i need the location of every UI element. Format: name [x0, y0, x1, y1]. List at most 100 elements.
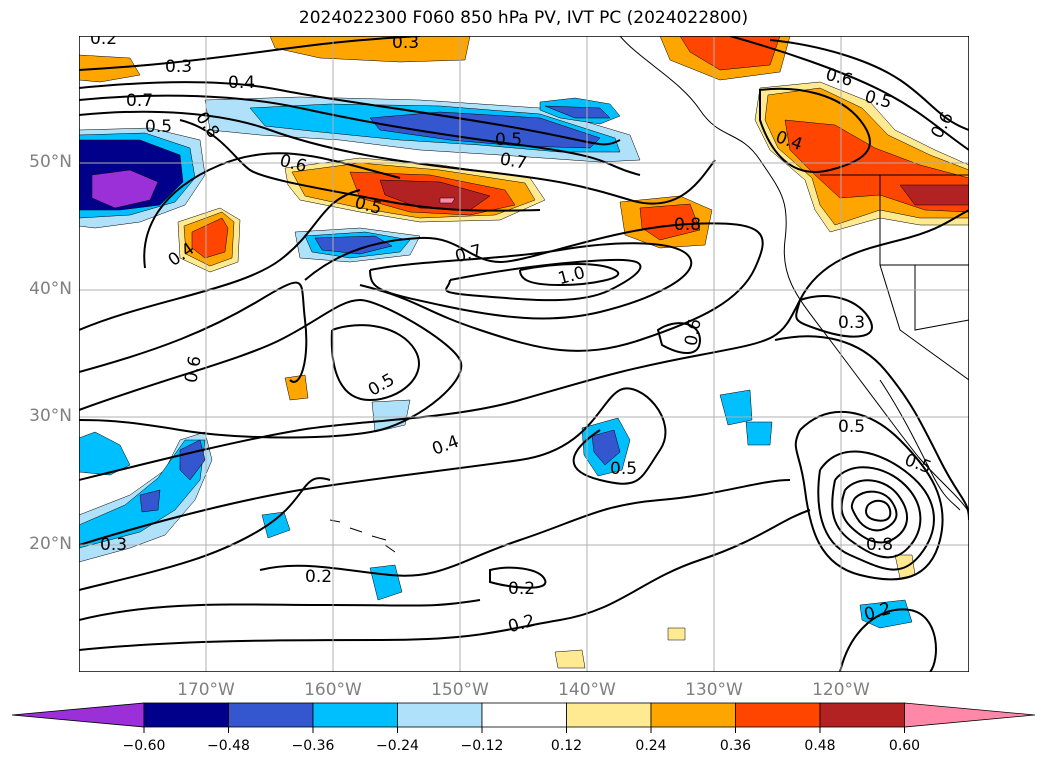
contour-label: 0.8	[674, 215, 701, 235]
lat-label: 20°N	[29, 534, 72, 554]
contour-label: 0.2	[90, 29, 117, 49]
contour-line	[259, 479, 791, 577]
contour-line	[79, 94, 641, 176]
negative-pv-region	[591, 429, 621, 466]
colorbar-bin	[481, 702, 567, 728]
negative-pv-region	[91, 169, 159, 209]
colorbar-tick-label: −0.36	[291, 738, 335, 754]
negative-pv-region	[719, 389, 753, 426]
contour-line	[79, 81, 621, 146]
contour-line	[330, 324, 420, 402]
lon-label: 170°W	[177, 680, 235, 700]
negative-pv-region	[859, 599, 913, 629]
contour-label: 0.3	[100, 535, 127, 555]
colorbar-tick-label: 0.24	[635, 738, 667, 754]
contour-label: 0.4	[228, 73, 255, 93]
contour-label: 0.6	[181, 354, 205, 384]
contour-line	[656, 322, 702, 354]
positive-pv-region	[899, 184, 969, 206]
contour-label: 0.3	[838, 313, 865, 333]
colorbar-bin	[735, 702, 821, 728]
colorbar-bin	[228, 702, 314, 728]
contour-label: 0.7	[126, 91, 153, 111]
contour-line	[774, 335, 969, 521]
contour-line	[79, 387, 667, 546]
contour-line	[729, 36, 969, 151]
lon-label: 120°W	[812, 680, 870, 700]
colorbar-bin	[143, 702, 229, 728]
lon-label: 150°W	[431, 680, 489, 700]
contour-label: 0.7	[498, 149, 528, 173]
contour-label: 0.8	[866, 535, 893, 555]
contour-line	[304, 222, 764, 352]
negative-pv-region	[79, 431, 131, 476]
contour-label: 0.5	[610, 459, 637, 479]
colorbar-tick-label: −0.48	[207, 738, 250, 754]
colorbar-bin	[312, 702, 398, 728]
lat-label: 50°N	[29, 152, 72, 172]
positive-pv-region	[679, 36, 781, 71]
contour-line	[831, 466, 922, 559]
positive-pv-region	[439, 197, 456, 204]
colorbar-tick-label: 0.36	[719, 738, 752, 754]
colorbar-tick-label: 0.48	[804, 738, 836, 754]
negative-pv-region	[139, 489, 161, 513]
contour-label: 0.6	[681, 317, 705, 347]
contour-line	[795, 295, 873, 338]
contour-line	[769, 39, 969, 131]
colorbar-tick-label: −0.60	[122, 738, 166, 754]
positive-pv-region	[269, 36, 471, 63]
lat-label: 30°N	[29, 406, 72, 426]
state-borders	[820, 174, 969, 381]
contour-line	[79, 209, 969, 481]
contour-label: 0.2	[305, 567, 332, 587]
contour-line	[489, 566, 547, 589]
contour-label: 0.5	[838, 417, 865, 437]
map-panel: 0.2 0.3 0.4 0.7 0.8 0.5 0.3 0.6 0.5 0.6 …	[79, 29, 969, 672]
colorbar-bin	[819, 702, 905, 728]
contour-line	[839, 608, 937, 672]
contour-label: 0.5	[145, 117, 172, 137]
contour-label: 0.3	[165, 57, 192, 77]
contour-line	[794, 410, 944, 581]
coastline-hawaii	[329, 519, 396, 553]
contour-line	[79, 110, 716, 205]
coastline-baja	[879, 379, 961, 511]
positive-pv-region	[191, 217, 229, 259]
contour-line	[79, 477, 331, 591]
colorbar-bin	[566, 702, 652, 728]
negative-pv-region	[745, 421, 773, 446]
colorbar-tick-label: −0.24	[376, 738, 419, 754]
contour-line	[79, 189, 361, 331]
contour-line	[759, 87, 871, 173]
negative-pv-region	[369, 111, 601, 149]
contour-line	[817, 450, 935, 571]
negative-pv-region	[261, 511, 291, 539]
positive-pv-region	[554, 649, 586, 669]
lon-label: 130°W	[685, 680, 743, 700]
colorbar-extend-high	[904, 702, 1036, 728]
colorbar-extend-low	[11, 702, 145, 728]
contour-line	[865, 499, 892, 522]
contour-line	[369, 242, 693, 320]
colorbar-tick-label: −0.12	[460, 738, 504, 754]
lon-label: 140°W	[558, 680, 616, 700]
contour-label: 0.2	[508, 579, 535, 599]
ivt-contours	[79, 36, 969, 672]
lat-label: 40°N	[29, 279, 72, 299]
contour-line	[840, 479, 908, 544]
coastlines	[329, 36, 969, 553]
positive-pv-region	[639, 203, 701, 241]
contour-line	[519, 263, 619, 287]
contour-label: 0.5	[495, 130, 522, 150]
contour-line	[79, 36, 421, 71]
colorbar-bin	[397, 702, 483, 728]
contour-line	[79, 281, 308, 383]
grid	[79, 36, 969, 672]
negative-pv-region	[544, 105, 611, 119]
contour-line	[850, 490, 898, 532]
lon-label: 160°W	[304, 680, 362, 700]
positive-pv-region	[667, 627, 686, 641]
contour-line	[79, 509, 811, 651]
